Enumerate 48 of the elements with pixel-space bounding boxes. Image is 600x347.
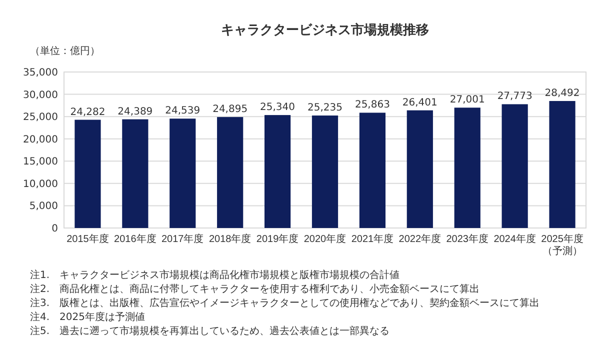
x-tick-label: 2020年度 <box>304 233 346 245</box>
y-axis-title: （単位：億円） <box>30 45 100 57</box>
data-label: 24,389 <box>118 106 153 118</box>
data-label: 25,340 <box>260 102 296 114</box>
data-label: 27,001 <box>450 94 485 106</box>
y-tick-label: 20,000 <box>23 134 58 146</box>
bar <box>170 118 196 228</box>
y-tick-label: 30,000 <box>23 90 58 101</box>
text: 注1. キャラクタービジネス市場規模は商品化権市場規模と版権市場規模の合計値 <box>30 269 400 281</box>
bar <box>122 119 148 228</box>
bar <box>454 108 480 228</box>
text: 注2. 商品化権とは、商品に付帯してキャラクターを使用する権利であり、小売金額ベースにて算出 <box>30 283 480 295</box>
y-tick-label: 10,000 <box>23 178 58 190</box>
x-tick-label: 2025年度（予測） <box>541 233 584 257</box>
text: 注3. 版権とは、出版権、広告宣伝やイメージキャラクターとしての使用権などであり、契約金額ベースにて算出 <box>30 297 540 309</box>
data-label: 24,282 <box>70 106 106 118</box>
bar <box>406 110 433 228</box>
data-label: 26,401 <box>402 97 438 108</box>
x-tick-label: 2022年度 <box>398 233 442 245</box>
x-tick-label: 2019年度 <box>256 233 299 245</box>
bar <box>359 112 386 228</box>
data-label: 25,863 <box>354 100 390 111</box>
data-label: 27,773 <box>497 91 532 102</box>
data-label: 24,539 <box>165 106 200 117</box>
y-tick-label: 15,000 <box>23 156 58 168</box>
bar <box>549 101 576 228</box>
x-tick-label: 2018年度 <box>208 233 252 245</box>
y-tick-label: 35,000 <box>23 68 58 78</box>
bar <box>502 104 528 228</box>
text: 注5. 過去に遡って市場規模を再算出しているため、過去公表値とは一部異なる <box>30 325 390 337</box>
data-label: 25,235 <box>308 102 342 114</box>
bar <box>264 115 291 228</box>
bar <box>74 120 101 228</box>
x-tick-label: 2015年度 <box>66 233 109 245</box>
x-tick-label: 2016年度 <box>114 233 156 245</box>
x-tick-label: 2023年度 <box>446 233 488 245</box>
x-tick-label: 2017年度 <box>162 233 204 245</box>
y-tick-label: 5,000 <box>29 201 58 212</box>
y-tick-label: 25,000 <box>23 112 58 124</box>
data-label: 28,492 <box>544 88 580 100</box>
bar <box>217 117 244 228</box>
x-tick-label: 2024年度 <box>494 233 536 245</box>
y-tick-label: 0 <box>52 224 58 234</box>
bar <box>312 116 338 228</box>
x-tick-label: 2021年度 <box>351 233 394 245</box>
chart-title: キャラクタービジネス市場規模推移 <box>221 22 429 38</box>
text: 注4. 2025年度は予測値 <box>30 311 145 323</box>
data-label: 24,895 <box>212 104 248 116</box>
